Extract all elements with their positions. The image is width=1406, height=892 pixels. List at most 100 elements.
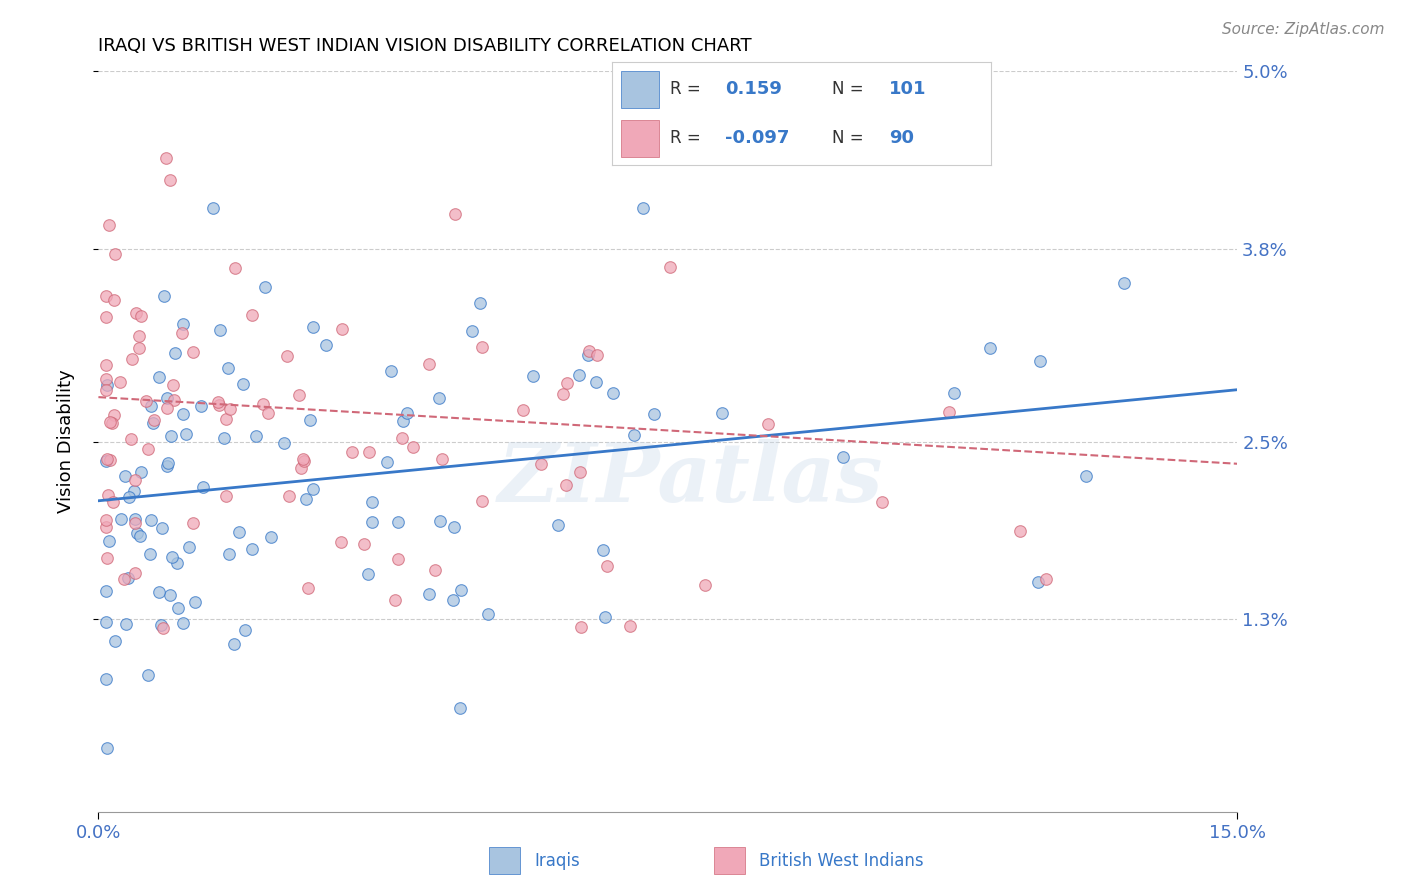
Point (94, 383, 117, 397)
Point (129, 529, 152, 543)
Point (938, 405, 960, 419)
Text: N =: N = (832, 129, 863, 147)
Text: Source: ZipAtlas.com: Source: ZipAtlas.com (1222, 22, 1385, 37)
Point (160, 429, 183, 443)
Point (360, 494, 382, 508)
Point (290, 460, 312, 475)
Point (97, 218, 120, 232)
Point (387, 552, 409, 566)
Point (240, 542, 263, 557)
Point (94, 310, 117, 324)
Point (150, 521, 173, 535)
Point (129, 309, 152, 323)
Point (593, 610, 616, 624)
Point (943, 385, 966, 400)
Point (217, 361, 239, 376)
Point (430, 452, 453, 467)
Text: 101: 101 (889, 80, 927, 98)
Point (555, 478, 578, 492)
Point (228, 525, 250, 540)
Point (870, 495, 893, 509)
Point (110, 512, 132, 526)
Point (576, 347, 599, 361)
Point (832, 450, 855, 464)
Point (979, 341, 1001, 355)
Point (387, 515, 409, 529)
Point (207, 395, 229, 409)
Point (218, 401, 240, 416)
Point (357, 445, 380, 459)
Point (176, 426, 198, 441)
Point (96, 615, 118, 629)
Point (170, 326, 193, 340)
Point (136, 668, 159, 682)
Point (569, 465, 592, 479)
Point (402, 440, 425, 454)
Point (94, 519, 117, 533)
Point (104, 633, 127, 648)
Point (153, 288, 176, 302)
Point (118, 491, 141, 505)
Point (94, 289, 117, 303)
Point (756, 417, 779, 431)
Point (214, 431, 236, 445)
Point (418, 357, 440, 371)
Point (127, 526, 149, 541)
Point (340, 445, 363, 459)
Point (94, 583, 117, 598)
Point (330, 322, 353, 336)
Point (315, 338, 337, 352)
Point (181, 516, 204, 531)
Point (361, 515, 384, 529)
Text: -0.097: -0.097 (725, 129, 790, 147)
Point (131, 465, 153, 479)
Point (224, 261, 246, 276)
Point (512, 402, 534, 417)
Point (101, 495, 124, 509)
Point (578, 343, 600, 358)
Point (103, 409, 125, 423)
Point (124, 516, 146, 530)
Text: 90: 90 (889, 129, 914, 147)
Text: R =: R = (671, 80, 702, 98)
Point (287, 388, 309, 402)
Point (215, 411, 238, 425)
Point (172, 317, 194, 331)
Point (260, 530, 283, 544)
Point (569, 620, 592, 634)
Point (165, 345, 187, 359)
Point (124, 473, 146, 487)
Point (162, 377, 184, 392)
Point (177, 540, 200, 554)
FancyBboxPatch shape (489, 847, 520, 874)
Point (96, 452, 118, 467)
Point (139, 513, 162, 527)
Point (710, 406, 733, 420)
Point (98, 415, 121, 429)
Point (471, 340, 494, 354)
Point (294, 492, 316, 507)
Point (302, 320, 325, 334)
Point (96, 550, 118, 565)
Point (384, 593, 406, 607)
Point (96, 377, 118, 392)
Text: Iraqis: Iraqis (534, 852, 581, 870)
Point (97, 488, 120, 502)
Point (143, 413, 166, 427)
Point (551, 386, 574, 401)
Point (418, 587, 440, 601)
Point (468, 296, 491, 310)
Point (530, 458, 553, 472)
Y-axis label: Vision Disability: Vision Disability (56, 369, 75, 514)
Point (98, 452, 121, 467)
Point (156, 401, 179, 415)
Point (460, 324, 482, 338)
Point (568, 368, 591, 383)
Text: ZIPatlas: ZIPatlas (498, 439, 883, 518)
Point (142, 417, 165, 431)
Point (112, 572, 135, 586)
Point (191, 480, 214, 494)
Point (121, 351, 143, 366)
Point (166, 600, 188, 615)
Point (522, 368, 544, 383)
